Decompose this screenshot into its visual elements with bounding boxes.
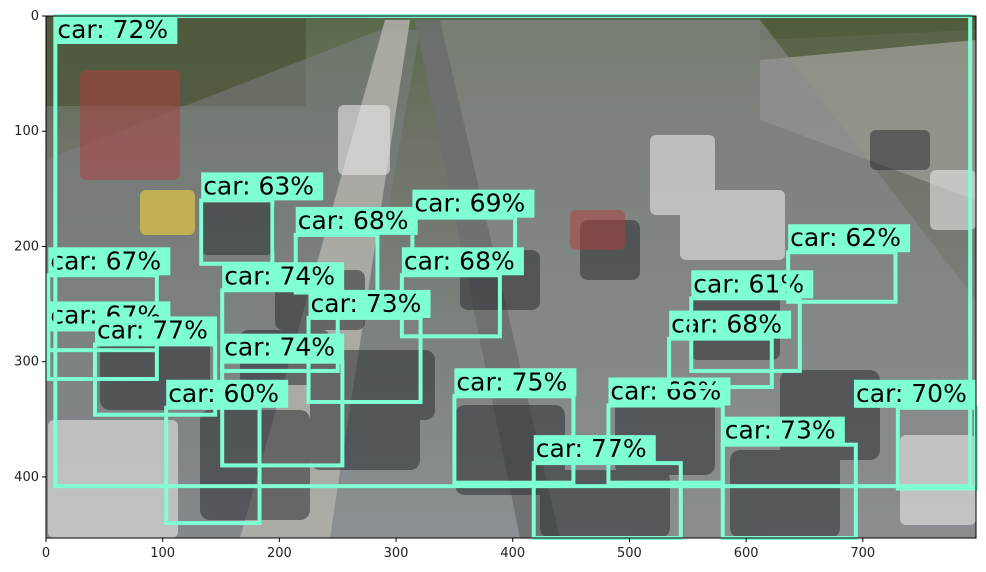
detection-label: car: 63% bbox=[203, 171, 314, 200]
axes-frame bbox=[45, 15, 977, 539]
detection-16: car: 61% bbox=[689, 269, 814, 373]
label-background bbox=[722, 416, 845, 445]
detection-label: car: 77% bbox=[536, 434, 647, 463]
detection-label: car: 68% bbox=[671, 310, 782, 339]
detection-label: car: 69% bbox=[414, 189, 525, 218]
detection-3: car: 68% bbox=[293, 206, 418, 295]
detection-12: car: 75% bbox=[452, 367, 577, 485]
label-background bbox=[691, 270, 814, 299]
label-background bbox=[401, 247, 524, 276]
detection-7: car: 73% bbox=[306, 289, 431, 405]
y-tick-label: 400 bbox=[14, 470, 39, 485]
label-background bbox=[308, 289, 431, 318]
detection-4: car: 69% bbox=[410, 189, 535, 270]
detection-13: car: 77% bbox=[531, 434, 683, 540]
detection-label: car: 70% bbox=[856, 379, 967, 408]
label-background bbox=[295, 206, 418, 235]
detection-9: car: 74% bbox=[220, 333, 345, 468]
label-background bbox=[55, 16, 178, 44]
detection-17: car: 62% bbox=[786, 223, 911, 304]
label-background bbox=[222, 262, 345, 291]
label-background bbox=[222, 333, 345, 362]
x-axis: 0 100 200 300 400 500 600 700 bbox=[42, 538, 875, 561]
x-tick-label: 0 bbox=[42, 546, 50, 561]
x-tick-label: 400 bbox=[500, 546, 525, 561]
y-axis: 0 100 200 300 400 bbox=[14, 9, 46, 485]
label-background bbox=[95, 316, 218, 345]
detection-1: car: 67% bbox=[46, 300, 171, 381]
detection-2: car: 63% bbox=[199, 171, 324, 266]
label-background bbox=[533, 435, 656, 464]
detection-label: car: 68% bbox=[610, 376, 721, 405]
detection-10: car: 60% bbox=[164, 379, 289, 526]
label-background bbox=[48, 247, 171, 276]
detection-label: car: 73% bbox=[725, 416, 836, 445]
detection-5: car: 74% bbox=[220, 261, 345, 373]
x-tick-label: 300 bbox=[384, 546, 409, 561]
label-background bbox=[166, 379, 289, 408]
label-background bbox=[454, 368, 577, 397]
x-tick-label: 200 bbox=[267, 546, 292, 561]
detection-label: car: 75% bbox=[456, 367, 567, 396]
x-tick-label: 700 bbox=[850, 546, 875, 561]
detection-0: car: 67% bbox=[46, 246, 171, 353]
y-tick-label: 0 bbox=[31, 9, 39, 24]
x-tick-label: 600 bbox=[734, 546, 759, 561]
detection-label: car: 72% bbox=[57, 15, 168, 44]
detection-label: car: 62% bbox=[790, 223, 901, 252]
detection-6: car: 68% bbox=[399, 246, 524, 339]
detection-label: car: 73% bbox=[311, 289, 422, 318]
detection-8: car: 77% bbox=[93, 315, 218, 417]
detection-label: car: 60% bbox=[168, 379, 279, 408]
y-tick-label: 100 bbox=[14, 124, 39, 139]
label-background bbox=[412, 189, 535, 218]
traffic-photo bbox=[46, 16, 976, 538]
label-background bbox=[201, 172, 324, 201]
detection-label: car: 61% bbox=[693, 269, 804, 298]
detection-layer: car: 67%car: 67%car: 63%car: 68%car: 69%… bbox=[46, 14, 979, 541]
label-background bbox=[854, 379, 976, 408]
detection-label: car: 74% bbox=[224, 261, 335, 290]
y-tick-label: 200 bbox=[14, 239, 39, 254]
label-background bbox=[788, 224, 911, 253]
detection-label: car: 68% bbox=[404, 246, 515, 275]
detection-label: car: 77% bbox=[97, 315, 208, 344]
detection-label: car: 67% bbox=[50, 246, 161, 275]
y-tick-label: 300 bbox=[14, 355, 39, 370]
detection-label: car: 74% bbox=[224, 333, 335, 362]
x-tick-label: 500 bbox=[617, 546, 642, 561]
x-tick-label: 100 bbox=[150, 546, 175, 561]
detection-label: car: 68% bbox=[298, 206, 409, 235]
